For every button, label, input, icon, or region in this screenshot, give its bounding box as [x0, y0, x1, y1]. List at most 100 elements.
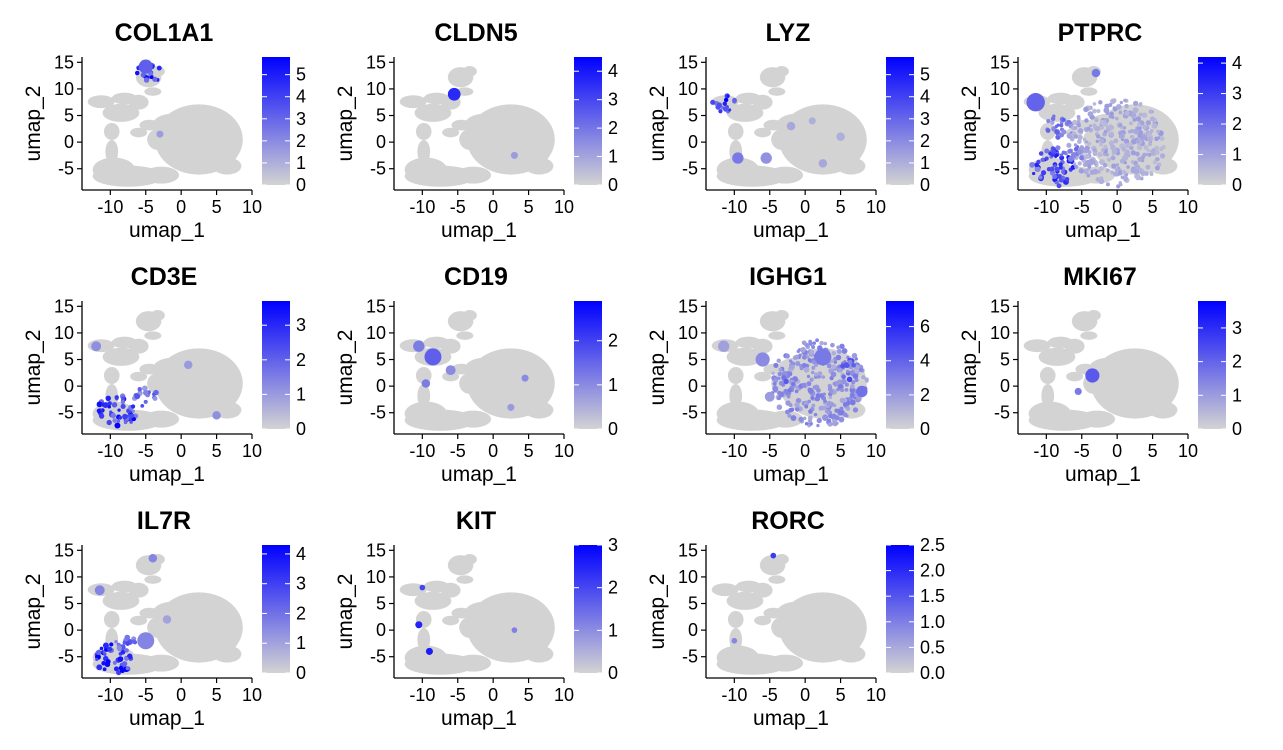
expressing-cell: [851, 380, 856, 385]
expressing-cell: [723, 97, 729, 103]
y-tick-label: 10: [990, 323, 1010, 343]
expressing-cell: [1044, 156, 1049, 161]
x-tick-label: 10: [242, 441, 262, 461]
expressing-cell: [818, 159, 828, 168]
feature-panel-mki67: MKI67 -10 -5 0 5 10 -5 0 5 10 15 umap_1 umap_2 0 1 2 3: [958, 263, 1242, 486]
expressing-cell: [1049, 166, 1055, 172]
umap-cell-cluster: [752, 338, 773, 354]
expressing-cell: [764, 391, 775, 402]
expressing-cell: [1099, 142, 1104, 147]
umap-cell-cluster: [462, 554, 477, 565]
expressing-cell: [125, 641, 130, 646]
y-tick-label: 10: [54, 567, 74, 587]
expressing-cell: [777, 390, 782, 396]
expressing-cell: [1055, 180, 1059, 185]
x-tick-label: 0: [800, 441, 810, 461]
expressing-cell: [1095, 139, 1100, 144]
expressing-cell: [1046, 118, 1051, 124]
expressing-cell: [787, 388, 792, 393]
expressing-cell: [1153, 124, 1158, 129]
colorbar-tick-label: 3: [608, 90, 618, 110]
expressing-cell: [1137, 122, 1142, 128]
colorbar-tick-label: 3: [296, 315, 306, 335]
umap-cell-cluster: [763, 119, 784, 131]
expressing-cell: [864, 377, 869, 382]
expressing-cell: [121, 396, 126, 401]
expressing-cell: [102, 402, 109, 409]
y-axis-label: umap_2: [22, 574, 45, 650]
expressing-cell: [122, 661, 128, 667]
expressing-cell: [1110, 144, 1116, 151]
expressing-cell: [783, 378, 789, 385]
x-tick-label: -5: [762, 685, 778, 705]
colorbar-tick-label: 2.0: [920, 561, 945, 581]
y-tick-label: -5: [58, 403, 74, 423]
expressing-cell: [777, 371, 782, 377]
expressing-cell: [1058, 165, 1063, 170]
y-tick-label: -5: [994, 159, 1010, 179]
x-tick-label: 0: [176, 197, 186, 217]
expressing-cell: [1061, 129, 1067, 135]
expressing-cell: [1138, 101, 1143, 106]
x-tick-label: -5: [138, 197, 154, 217]
expressing-cell: [1121, 169, 1127, 175]
y-axis-label: umap_2: [334, 330, 357, 406]
expressing-cell: [140, 403, 145, 408]
expressing-cell: [1099, 119, 1106, 126]
expressing-cell: [795, 397, 802, 404]
expressing-cell: [124, 634, 131, 641]
expressing-cell: [1084, 153, 1091, 160]
expressing-cell: [776, 358, 781, 363]
colorbar-tick-label: 2: [296, 131, 306, 151]
expressing-cell: [1105, 168, 1110, 173]
expressing-cell: [799, 366, 804, 371]
umap-cells: [87, 554, 243, 676]
expressing-cell: [815, 338, 819, 343]
x-tick-label: 5: [836, 441, 846, 461]
colorbar: [1198, 301, 1226, 429]
umap-cell-cluster: [417, 139, 431, 164]
expressing-cell: [808, 339, 813, 344]
expressing-cell: [1032, 171, 1036, 176]
x-tick-label: -5: [450, 197, 466, 217]
x-tick-label: -5: [762, 441, 778, 461]
expressing-cell: [826, 363, 832, 369]
expressing-cell: [94, 585, 105, 596]
umap-cell-cluster: [525, 645, 554, 663]
umap-cell-cluster: [837, 645, 866, 663]
expressing-cell: [1120, 134, 1125, 138]
expressing-cell: [120, 649, 126, 655]
expressing-cell: [812, 341, 816, 345]
colorbar-tick-label: 1: [296, 633, 306, 653]
x-tick-label: 5: [1148, 197, 1158, 217]
y-tick-label: 10: [366, 79, 386, 99]
expressing-cell: [162, 615, 172, 624]
x-tick-label: 5: [524, 197, 534, 217]
expressing-cell: [421, 379, 431, 388]
expressing-cell: [1092, 168, 1099, 175]
expressing-cell: [844, 382, 849, 387]
umap-cell-cluster: [456, 87, 474, 96]
y-tick-label: 15: [54, 52, 74, 72]
umap-cell-cluster: [128, 338, 149, 354]
umap-cell-cluster: [102, 103, 140, 122]
expressing-cell: [1098, 166, 1104, 172]
expressing-cell: [822, 415, 828, 421]
panel-title: RORC: [751, 507, 825, 535]
x-tick-label: 0: [488, 441, 498, 461]
feature-panel-ighg1: IGHG1 -10 -5 0 5 10 -5 0 5 10 15 umap_1 umap_2 0 2 4 6: [646, 263, 930, 486]
expressing-cell: [801, 340, 807, 346]
expressing-cell: [1114, 167, 1119, 172]
expressing-cell: [1096, 108, 1101, 114]
x-tick-label: -5: [1074, 441, 1090, 461]
colorbar-tick-label: 3: [296, 574, 306, 594]
expressing-cell: [1129, 145, 1134, 151]
expressing-cell: [828, 395, 833, 400]
expressing-cell: [1077, 134, 1083, 141]
expressing-cell: [425, 647, 433, 655]
x-axis-label: umap_1: [1065, 463, 1141, 486]
expressing-cell: [1154, 136, 1159, 142]
x-tick-label: 10: [242, 685, 262, 705]
umap-cell-cluster: [455, 410, 492, 428]
expressing-cell: [1159, 136, 1165, 141]
